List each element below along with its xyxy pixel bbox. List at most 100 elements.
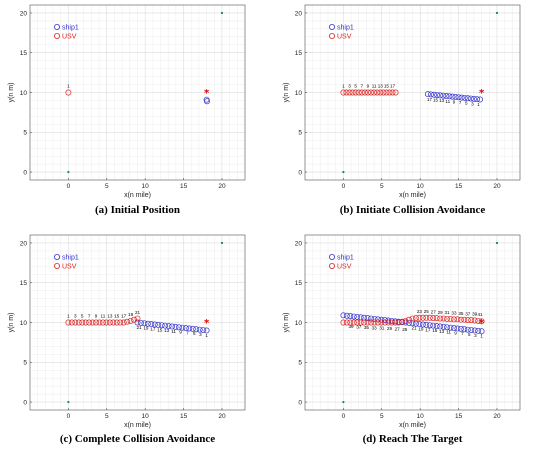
data-point — [478, 318, 485, 325]
data-point — [350, 313, 357, 320]
legend-label-usv: USV — [62, 263, 77, 270]
point-label: 1 — [205, 333, 208, 338]
point-label: 31 — [444, 310, 450, 315]
y-tick-label: 20 — [295, 240, 303, 247]
data-point — [72, 319, 79, 326]
x-tick-label: 0 — [67, 183, 71, 190]
point-label: 15 — [384, 84, 390, 89]
x-tick-label: 20 — [218, 183, 226, 190]
data-point — [377, 89, 384, 96]
legend-marker-ship1 — [329, 23, 336, 30]
data-point — [340, 89, 347, 96]
data-point — [471, 317, 478, 324]
y-tick-label: 10 — [20, 320, 28, 327]
y-tick-label: 0 — [298, 169, 302, 176]
data-point — [437, 92, 444, 99]
point-label: 11 — [372, 84, 377, 89]
point-label: 15 — [114, 314, 120, 319]
waypoint-marker — [67, 170, 70, 174]
x-tick-label: 10 — [142, 413, 150, 420]
legend: ship1 USV — [54, 253, 79, 270]
point-label: 5 — [465, 101, 468, 106]
legend: ship1 USV — [54, 23, 79, 40]
data-point — [416, 321, 423, 328]
point-label: 1 — [480, 334, 483, 339]
point-label: 3 — [199, 332, 202, 337]
point-label: 11 — [171, 329, 176, 334]
data-point — [457, 316, 464, 323]
data-point — [103, 319, 110, 326]
data-point — [457, 325, 464, 332]
point-label: 9 — [95, 314, 98, 319]
legend-label-ship1: ship1 — [337, 254, 354, 261]
data-point — [378, 319, 385, 326]
legend-marker-ship1 — [329, 253, 336, 260]
point-label: 11 — [446, 330, 451, 335]
data-point — [204, 98, 210, 105]
panel-caption: (b) Initiate Collision Avoidance — [339, 204, 486, 216]
data-point — [155, 321, 162, 328]
point-label: 9 — [454, 330, 457, 335]
series-ship1 — [203, 96, 210, 105]
data-point — [464, 326, 471, 333]
data-point — [186, 325, 193, 332]
y-tick-label: 15 — [295, 50, 303, 57]
data-point — [395, 319, 402, 326]
x-tick-label: 0 — [342, 183, 346, 190]
data-point — [434, 92, 441, 98]
x-tick-label: 15 — [180, 183, 188, 190]
data-point — [451, 316, 457, 323]
point-label: 17 — [390, 84, 396, 89]
y-tick-label: 20 — [20, 240, 28, 247]
data-point — [117, 319, 124, 326]
point-label: 15 — [432, 328, 438, 333]
legend-label-ship1: ship1 — [62, 24, 79, 31]
data-point — [158, 322, 165, 329]
waypoint-marker — [495, 241, 499, 245]
data-point — [65, 319, 72, 326]
point-label: 17 — [121, 314, 127, 319]
x-tick-label: 15 — [455, 413, 463, 420]
data-point — [65, 89, 72, 96]
data-point — [447, 315, 454, 322]
panel-caption: (c) Complete Collision Avoidance — [59, 433, 216, 445]
point-label: 19 — [128, 312, 134, 317]
data-point — [409, 320, 416, 327]
series-usv — [340, 89, 399, 96]
data-point — [427, 91, 434, 98]
point-label: 21 — [136, 325, 142, 330]
data-point — [364, 319, 371, 326]
data-point — [447, 324, 454, 331]
x-tick-label: 20 — [218, 413, 226, 420]
y-tick-label: 5 — [23, 130, 27, 137]
point-label: 23 — [417, 309, 423, 314]
data-point — [452, 94, 459, 100]
point-label: 25 — [424, 309, 430, 314]
point-label: 35 — [364, 325, 370, 330]
data-point — [368, 315, 374, 322]
point-label: 13 — [439, 329, 445, 334]
data-point — [440, 315, 447, 322]
data-point — [176, 324, 182, 331]
data-point — [374, 316, 381, 323]
data-point — [354, 319, 361, 326]
point-label: 39 — [349, 324, 355, 329]
point-label: 17 — [150, 326, 156, 331]
data-point — [461, 316, 468, 323]
point-label: 7 — [186, 330, 189, 335]
point-label: 15 — [433, 97, 439, 102]
point-label: 1 — [342, 84, 345, 89]
data-point — [455, 94, 462, 101]
legend-marker-usv — [54, 33, 61, 40]
x-axis-label: x(n mile) — [124, 192, 151, 199]
point-label: 33 — [451, 311, 457, 316]
data-point — [461, 326, 468, 333]
data-point — [406, 316, 412, 323]
point-label: 17 — [425, 327, 431, 332]
data-point — [464, 95, 471, 102]
chart-panel-1: 0 5 10 15 20 0 5 10 15 20 x(n mile) y(n m) 1 * ship1 US… — [8, 4, 246, 199]
data-point — [392, 89, 399, 96]
point-label: 7 — [461, 331, 464, 336]
point-label: 3 — [74, 314, 77, 319]
